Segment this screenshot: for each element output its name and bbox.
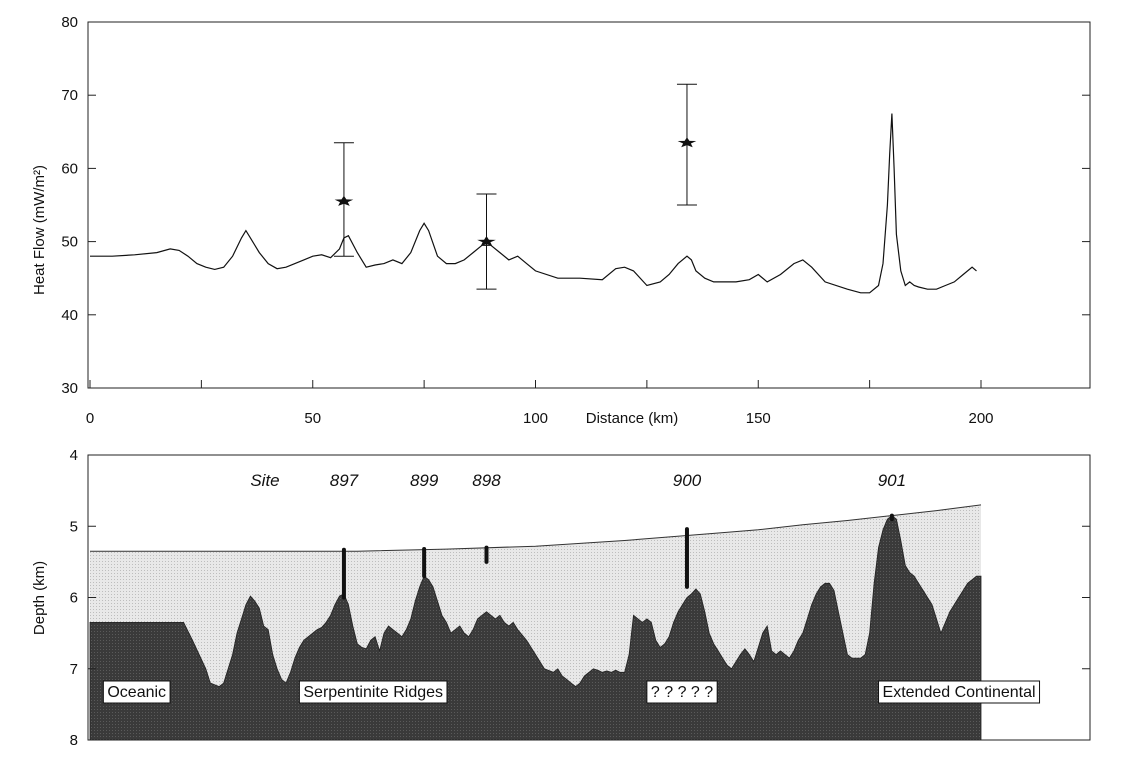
region-label-box — [298, 680, 448, 704]
heat-flow-x-ticks — [89, 380, 982, 388]
heat-flow-measurements — [333, 83, 697, 290]
heat-flow-y-tick-labels: 30 40 50 60 70 80 — [61, 14, 78, 397]
heat-flow-plot-frame — [87, 21, 1091, 389]
heat-flow-x-tick-labels: 0 50 100 150 200 — [86, 410, 994, 427]
region-label: ? ? ? ? ? — [646, 680, 718, 704]
region-label-box — [878, 680, 1041, 704]
site-label-901: 901 — [878, 471, 906, 490]
region-label-text: Oceanic — [107, 684, 166, 701]
region-label: Extended Continental — [878, 680, 1041, 704]
site-label-897: 897 — [330, 471, 359, 490]
distance-x-axis-title: Distance (km) — [586, 410, 679, 427]
region-label-text: Serpentinite Ridges — [303, 684, 443, 701]
depth-y-tick-labels: 4 5 6 7 8 — [70, 447, 78, 749]
region-label-text: Extended Continental — [883, 684, 1036, 701]
depth-y-tick-label: 4 — [70, 447, 78, 464]
heat-flow-y-tick-label: 40 — [61, 307, 78, 324]
heat-flow-y-tick-label: 30 — [61, 380, 78, 397]
depth-y-tick-label: 7 — [70, 661, 78, 678]
measurement-star-marker — [334, 195, 354, 206]
site-label-898: 898 — [472, 471, 501, 490]
region-label: Oceanic — [102, 680, 171, 704]
heat-flow-y-ticks — [88, 21, 1090, 389]
region-labels: Oceanic Serpentinite Ridges ? ? ? ? ? Exten… — [102, 680, 1041, 704]
heat-flow-x-tick-label: 100 — [523, 410, 548, 427]
depth-y-axis-title: Depth (km) — [31, 561, 48, 635]
heat-flow-y-tick-label: 80 — [61, 14, 78, 31]
region-label-box — [102, 680, 171, 704]
drill-site-labels: 897 899 898 900 901 — [330, 471, 906, 490]
heat-flow-x-tick-label: 150 — [746, 410, 771, 427]
heat-flow-x-tick-label: 0 — [86, 410, 94, 427]
depth-y-tick-label: 5 — [70, 518, 78, 535]
heat-flow-measurement — [476, 193, 497, 290]
depth-y-ticks — [88, 454, 1090, 741]
heat-flow-y-tick-label: 50 — [61, 234, 78, 251]
heat-flow-measurement — [333, 142, 354, 257]
region-label: Serpentinite Ridges — [298, 680, 448, 704]
site-label-899: 899 — [410, 471, 439, 490]
region-label-text: ? ? ? ? ? — [651, 684, 713, 701]
measurement-star-marker — [477, 236, 496, 247]
region-label-box — [646, 680, 718, 704]
depth-section-panel: 4 5 6 7 8 897 899 898 900 901 Site Oceanic Serpen… — [31, 447, 1091, 749]
site-label-900: 900 — [673, 471, 702, 490]
depth-y-tick-label: 6 — [70, 590, 78, 607]
depth-y-tick-label: 8 — [70, 732, 78, 749]
heat-flow-y-axis-title: Heat Flow (mW/m²) — [31, 165, 48, 295]
heat-flow-measurement — [676, 83, 697, 206]
measurement-star-marker — [677, 137, 697, 148]
heat-flow-panel: 0 50 100 150 200 30 40 50 60 70 80 Heat Flow (mW/… — [31, 14, 1091, 427]
heat-flow-series-line — [90, 113, 977, 294]
heat-flow-x-tick-label: 200 — [968, 410, 993, 427]
heat-flow-y-tick-label: 60 — [61, 160, 78, 177]
site-heading-label: Site — [250, 471, 279, 490]
drill-site-holes — [341, 513, 894, 600]
heat-flow-y-tick-label: 70 — [61, 87, 78, 104]
seafloor-line — [90, 504, 982, 552]
heat-flow-x-tick-label: 50 — [304, 410, 321, 427]
